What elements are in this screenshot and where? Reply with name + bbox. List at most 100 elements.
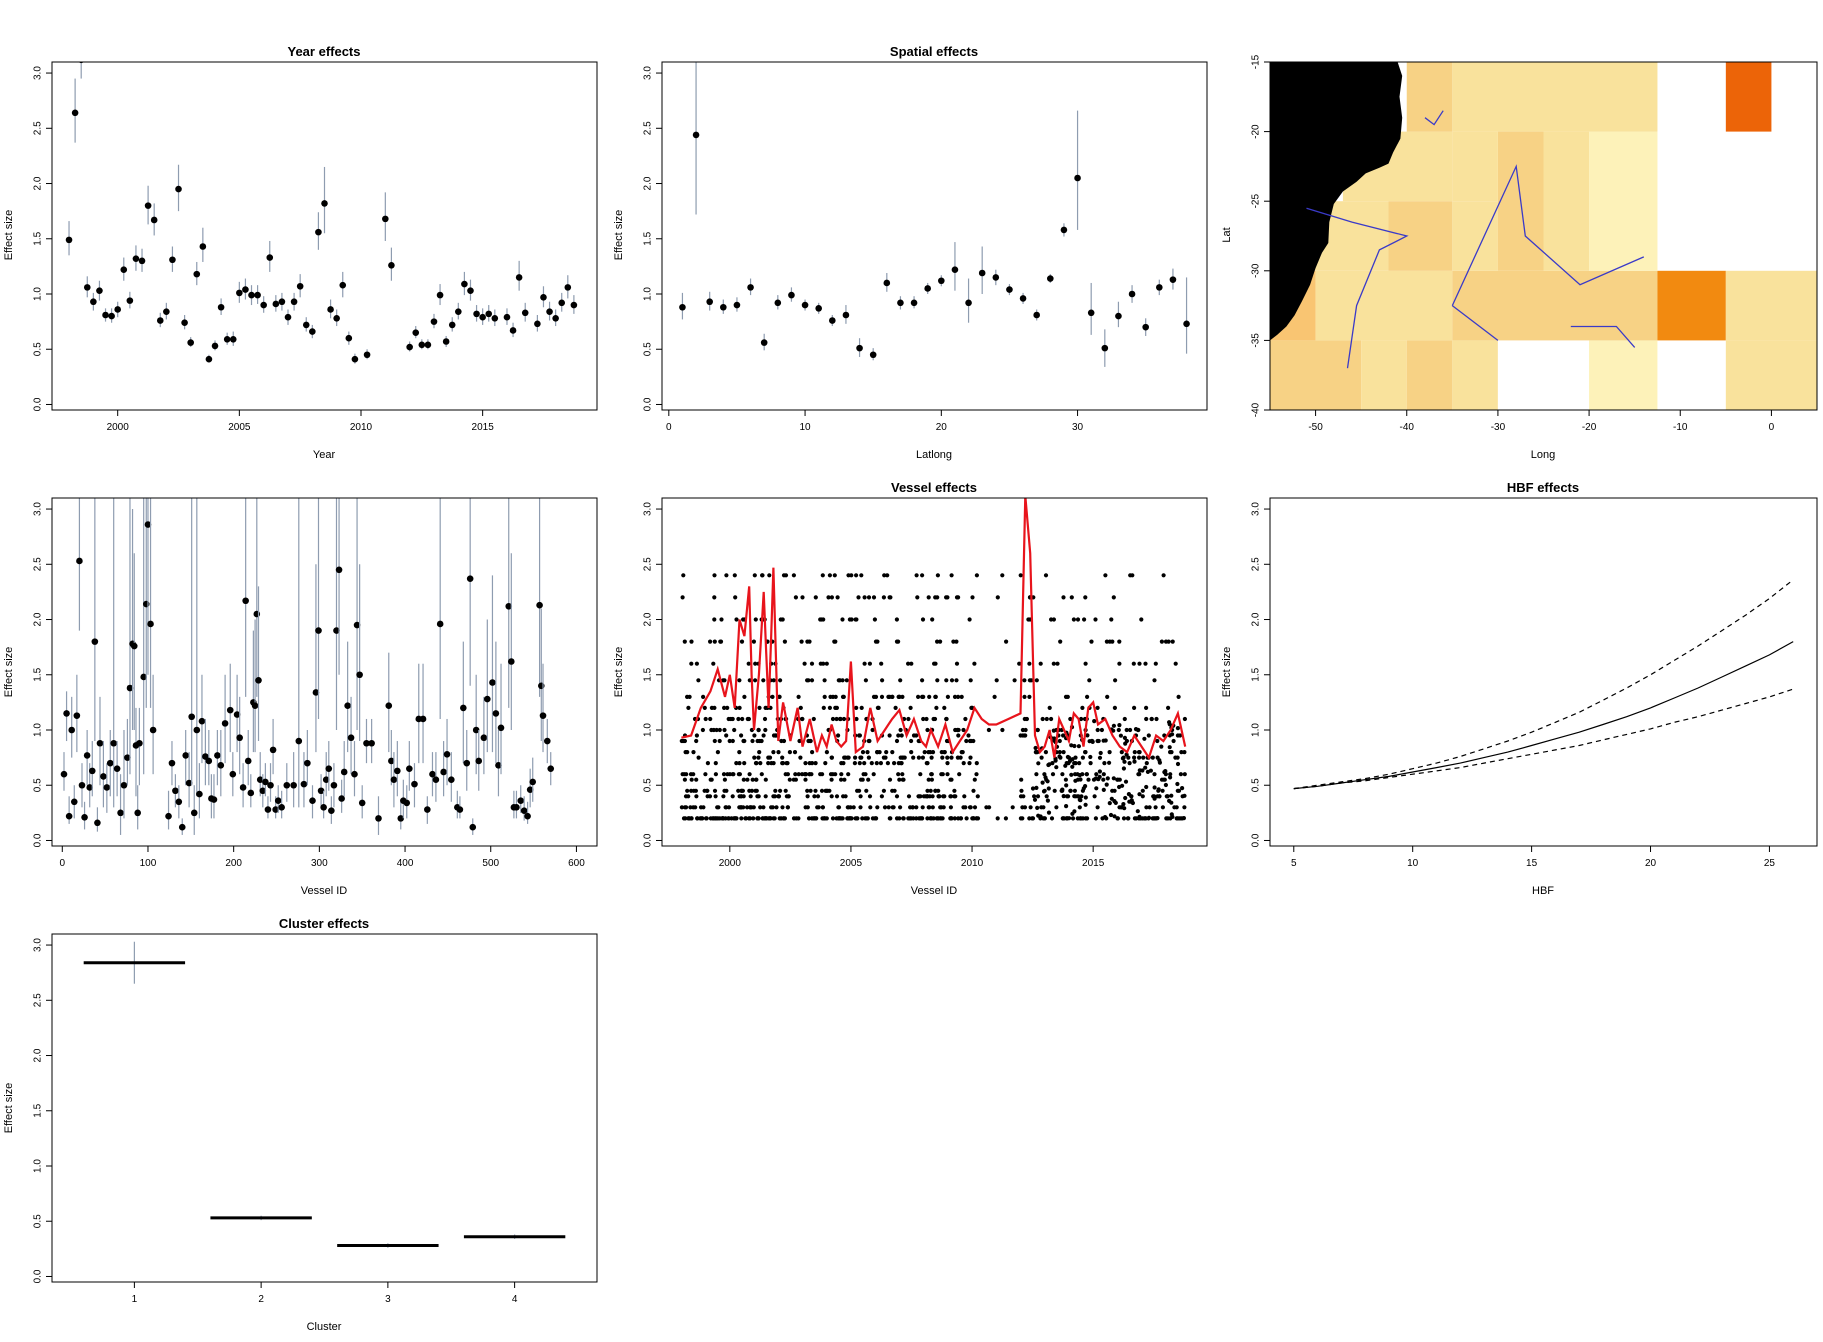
observation-point (1069, 743, 1074, 748)
plot-area: 0 10 20 30 0.0 0.5 1.0 1.5 2.0 2.5 3.0 (643, 61, 1208, 433)
data-point (692, 131, 700, 139)
observation-point (870, 816, 876, 821)
observation-point (718, 639, 723, 644)
observation-point (1155, 738, 1160, 744)
data-point (406, 765, 413, 772)
observation-point (745, 716, 750, 722)
observation-point (867, 794, 873, 799)
observation-point (1051, 728, 1056, 733)
observation-point (756, 727, 761, 733)
y-axis-label: Effect size (3, 1083, 15, 1134)
observation-point (1116, 727, 1121, 733)
observation-point (894, 794, 900, 799)
plot-frame (1269, 497, 1818, 847)
data-point (340, 768, 348, 776)
observation-point (1144, 716, 1149, 722)
observation-point (960, 750, 965, 755)
observation-point (1044, 794, 1049, 799)
observation-point (1088, 761, 1093, 766)
plot-frame (1269, 61, 1818, 411)
y-tick-label: 2.0 (1251, 612, 1262, 626)
observation-point (811, 716, 816, 722)
observation-point (1059, 788, 1064, 793)
observation-point (907, 816, 912, 821)
y-tick-label: 2.0 (33, 612, 44, 626)
observation-point (1157, 758, 1162, 763)
observation-point (1018, 573, 1023, 578)
data-point (322, 776, 330, 784)
data-point (304, 759, 311, 767)
y-tick-label: -20 (1251, 124, 1262, 139)
observation-point (726, 816, 731, 821)
observation-point (1111, 776, 1116, 781)
data-point (315, 627, 322, 634)
observation-point (1094, 786, 1099, 791)
data-point (424, 806, 431, 813)
data-point (106, 759, 114, 767)
observation-point (897, 694, 902, 700)
observation-point (1036, 761, 1041, 766)
observation-point (1169, 800, 1174, 805)
observation-point (793, 595, 799, 600)
observation-point (945, 772, 950, 777)
panel-vessel-effects: Vessel effects Vessel ID Effect size 200… (613, 480, 1208, 897)
data-point (351, 355, 359, 363)
observation-point (848, 816, 853, 821)
observation-point (1112, 705, 1117, 711)
observation-point (694, 777, 699, 782)
observation-point (1137, 792, 1142, 797)
observation-point (956, 733, 961, 738)
observation-point (1069, 595, 1074, 600)
axes: 2000 2005 2010 2015 0.0 0.5 1.0 1.5 2.0 2.5 3.0 (33, 66, 495, 433)
data-point (1074, 174, 1081, 182)
observation-point (1107, 801, 1112, 806)
data-point (951, 266, 959, 273)
data-point (78, 781, 86, 789)
observation-point (900, 694, 905, 700)
observation-point (860, 750, 866, 755)
observation-point (698, 816, 704, 821)
observation-point (1120, 783, 1125, 788)
observation-point (1175, 761, 1181, 767)
observation-point (761, 733, 766, 738)
observation-point (1039, 805, 1044, 810)
grid-cell (1270, 340, 1362, 410)
observation-point (793, 772, 798, 777)
data-point (456, 806, 464, 813)
observation-point (813, 761, 818, 766)
panel-spatial-effects: Spatial effects Latlong Effect size 0 10 2… (613, 44, 1208, 461)
observation-point (1164, 816, 1169, 821)
observation-point (787, 750, 793, 755)
observation-point (1180, 786, 1185, 791)
observation-point (840, 678, 845, 683)
observation-point (894, 738, 900, 744)
grid-cell (1725, 270, 1817, 341)
observation-point (920, 573, 925, 578)
grid-cell (1497, 340, 1590, 410)
observation-point (885, 573, 890, 578)
observation-point (792, 750, 798, 755)
data-point (747, 284, 754, 291)
observation-point (1097, 755, 1103, 760)
plot-frame (661, 497, 1208, 847)
data-point (96, 739, 104, 747)
data-point (473, 310, 480, 318)
x-tick-label: 1 (132, 1294, 138, 1305)
observation-point (1137, 755, 1142, 760)
data-point (239, 784, 247, 791)
data-point (182, 752, 189, 759)
y-tick-label: 0.0 (33, 833, 44, 847)
data-point (505, 602, 513, 610)
observation-point (920, 816, 925, 821)
observation-point (1083, 595, 1088, 600)
data-point (210, 796, 218, 803)
observation-point (682, 738, 688, 744)
observation-point (1073, 794, 1078, 799)
observation-point (726, 805, 732, 810)
data-point (76, 557, 83, 565)
observation-point (691, 750, 696, 755)
data-point (388, 261, 395, 269)
data-point (229, 770, 237, 778)
data-point (492, 710, 500, 717)
observation-point (909, 738, 914, 744)
